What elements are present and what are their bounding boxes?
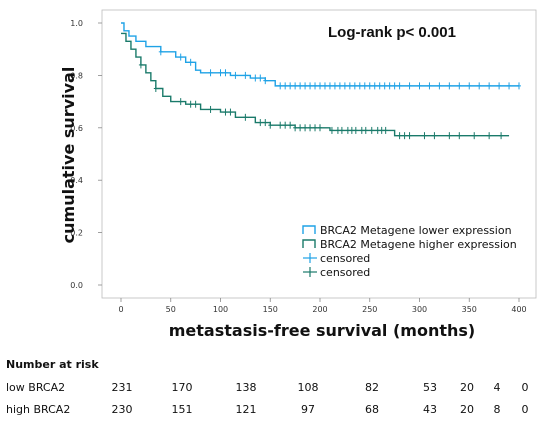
- x-tick-label: 100: [213, 305, 228, 314]
- risk-cell: 43: [423, 403, 437, 416]
- x-tick-label: 150: [263, 305, 278, 314]
- x-tick-label: 350: [462, 305, 477, 314]
- legend-entry: censored: [320, 252, 370, 265]
- x-tick-label: 300: [412, 305, 427, 314]
- risk-cell: 0: [522, 403, 529, 416]
- risk-cell: 20: [460, 403, 474, 416]
- legend-entry: BRCA2 Metagene lower expression: [320, 224, 512, 237]
- risk-cell: 8: [494, 403, 501, 416]
- risk-cell: 138: [236, 381, 257, 394]
- x-tick-label: 50: [166, 305, 176, 314]
- plot-frame: [101, 9, 537, 299]
- legend-higher-swatch: [302, 239, 316, 248]
- risk-cell: 82: [365, 381, 379, 394]
- risk-cell: 108: [298, 381, 319, 394]
- high-expression-curve: [121, 32, 510, 137]
- plot-border: [101, 9, 537, 299]
- y-axis-title: cumulative survival: [59, 67, 78, 244]
- y-tick-label: 0.0: [70, 281, 83, 290]
- risk-cell: 0: [522, 381, 529, 394]
- x-axis-ticks: 0 50 100 150 200 250 300 350 400: [118, 298, 527, 314]
- risk-row-label: low BRCA2: [6, 381, 65, 394]
- risk-cell: 121: [236, 403, 257, 416]
- y-tick-label: 0.2: [70, 229, 83, 238]
- x-tick-label: 400: [511, 305, 526, 314]
- x-axis-title: metastasis-free survival (months): [169, 321, 475, 340]
- y-axis-ticks: 0.0 0.2 0.4 0.6 0.8 1.0: [70, 19, 102, 290]
- risk-cell: 170: [172, 381, 193, 394]
- risk-row-label: high BRCA2: [6, 403, 70, 416]
- legend-entry: censored: [320, 266, 370, 279]
- risk-cell: 151: [172, 403, 193, 416]
- x-tick-label: 0: [118, 305, 123, 314]
- risk-cell: 53: [423, 381, 437, 394]
- risk-cell: 230: [112, 403, 133, 416]
- x-tick-label: 200: [312, 305, 327, 314]
- y-tick-label: 1.0: [70, 19, 83, 28]
- x-tick-label: 250: [362, 305, 377, 314]
- risk-cell: 231: [112, 381, 133, 394]
- risk-table: Number at risk low BRCA2 231 170 138 108 82 53 2…: [6, 358, 529, 416]
- y-tick-label: 0.8: [70, 71, 83, 80]
- risk-cell: 4: [494, 381, 501, 394]
- risk-cell: 20: [460, 381, 474, 394]
- logrank-annotation: Log-rank p< 0.001: [328, 24, 456, 41]
- risk-cell: 97: [301, 403, 315, 416]
- risk-cell: 68: [365, 403, 379, 416]
- y-tick-label: 0.6: [70, 124, 83, 133]
- legend-lower-swatch: [302, 225, 316, 234]
- legend-entry: BRCA2 Metagene higher expression: [320, 238, 517, 251]
- survival-curves: [121, 22, 521, 140]
- risk-table-title: Number at risk: [6, 358, 99, 371]
- y-tick-label: 0.4: [70, 176, 83, 185]
